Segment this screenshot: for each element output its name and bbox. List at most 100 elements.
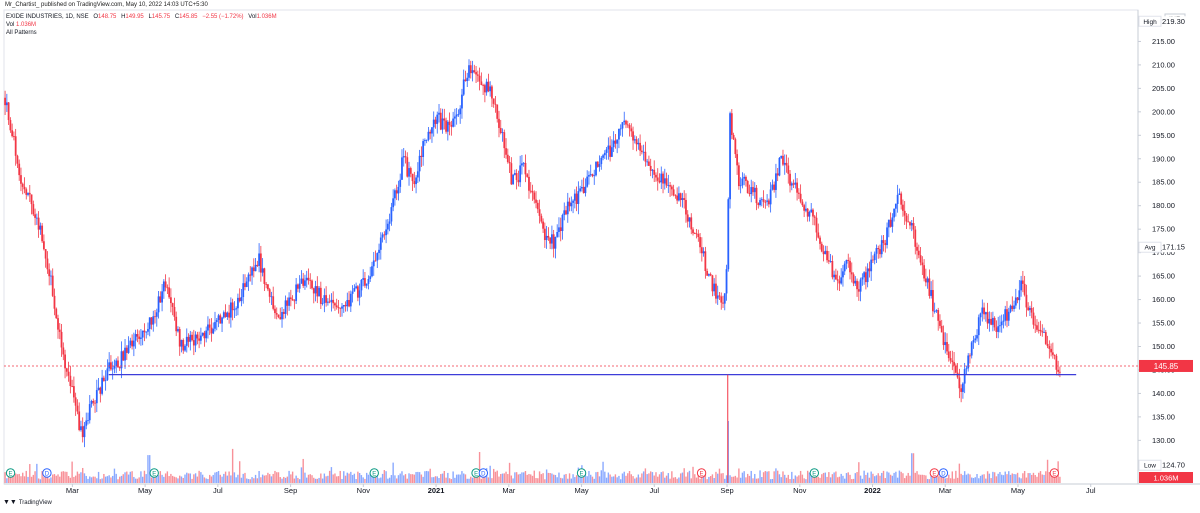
candle-body: [364, 278, 366, 286]
candle-body: [940, 325, 943, 333]
volume-bar: [325, 476, 327, 483]
event-marker-icon: [696, 468, 707, 478]
candle-body: [1025, 294, 1028, 308]
volume-bar: [180, 476, 183, 483]
candle-body: [499, 127, 502, 133]
volume-bar: [443, 470, 446, 483]
volume-bar: [824, 472, 827, 483]
volume-bar: [302, 458, 304, 483]
legend-patterns-row[interactable]: All Patterns: [6, 29, 277, 37]
candle-body: [928, 278, 931, 296]
candle-body: [686, 214, 689, 222]
volume-bar: [323, 473, 326, 483]
candle-body: [129, 340, 132, 346]
volume-bar: [515, 472, 518, 483]
volume-bar: [942, 473, 945, 483]
volume-bar: [141, 476, 144, 483]
price-tick-label: 140.00: [1152, 389, 1175, 398]
volume-bar: [597, 471, 599, 483]
volume-bar: [933, 476, 936, 483]
volume-bar: [784, 474, 786, 483]
candle-body: [224, 312, 227, 317]
candle-body: [309, 280, 312, 282]
volume-bar: [418, 472, 421, 483]
legend-ohlc-o-value: 148.75: [98, 14, 117, 20]
candle-body: [159, 296, 162, 303]
volume-bar: [314, 478, 317, 483]
candle-body: [695, 233, 698, 235]
candle-body: [334, 303, 336, 306]
volume-bar: [156, 475, 158, 483]
candle-body: [415, 177, 417, 185]
candle-body: [503, 132, 506, 149]
candle-body: [355, 286, 358, 289]
volume-bar: [558, 472, 560, 483]
candle-body: [131, 340, 133, 347]
volume-bar: [254, 474, 257, 483]
volume-bar: [221, 476, 223, 483]
volume-bar: [935, 471, 938, 483]
time-scale[interactable]: Mar May Jul Sep Nov 2021 Mar May Jul Sep Nov 2022 Ma…: [66, 484, 1096, 495]
volume-bar: [639, 477, 641, 483]
volume-bar: [533, 470, 535, 483]
volume-bar: [903, 478, 906, 483]
candle-body: [18, 163, 21, 176]
volume-bar: [791, 471, 793, 483]
candle-body: [767, 200, 770, 205]
volume-bar: [420, 474, 423, 483]
candle-body: [932, 290, 934, 312]
candle-body: [794, 182, 797, 185]
legend-volume-row[interactable]: Vol 1.036M: [6, 21, 277, 29]
candle-body: [586, 176, 589, 187]
candle-body: [977, 317, 980, 336]
volume-bar: [778, 474, 781, 483]
volume-bar: [364, 478, 366, 483]
volume-bar: [277, 472, 280, 483]
volume-bar: [480, 478, 483, 483]
candle-body: [545, 235, 548, 241]
volume-bar: [441, 473, 444, 483]
volume-bar: [348, 473, 350, 483]
candle-body: [907, 221, 910, 223]
volume-bar: [43, 476, 45, 483]
volume-bar: [1015, 474, 1017, 483]
candle-body: [267, 284, 269, 290]
volume-bar: [307, 474, 310, 483]
volume-bar: [1038, 472, 1040, 483]
candle-body: [958, 377, 961, 389]
volume-bar: [679, 473, 682, 483]
volume-bar: [265, 475, 267, 483]
volume-bar: [565, 473, 567, 483]
candle-body: [462, 79, 465, 95]
price-tick-label: 200.00: [1152, 107, 1175, 116]
candle-body: [628, 125, 631, 129]
volume-bar: [889, 474, 892, 483]
volume-bar: [854, 473, 857, 483]
candle-body: [111, 368, 114, 370]
candle-body: [201, 332, 204, 336]
volume-bar: [4, 472, 6, 483]
candle-body: [431, 127, 433, 134]
volume-bar: [253, 478, 255, 483]
volume-bar: [634, 478, 636, 483]
event-marker-letter: E: [1052, 472, 1056, 478]
volume-bar: [600, 470, 602, 483]
candle-body: [346, 299, 349, 307]
volume-bar: [941, 471, 943, 483]
volume-bar: [896, 477, 899, 483]
candle-body: [360, 279, 363, 291]
volume-bar: [1001, 474, 1003, 483]
candle-body: [739, 185, 742, 187]
price-tick-label: 155.00: [1152, 319, 1175, 328]
volume-bar: [822, 472, 825, 483]
candle-body: [87, 420, 89, 422]
volume-bar: [741, 472, 744, 483]
legend-symbol[interactable]: EXIDE INDUSTRIES, 1D, NSE: [6, 14, 89, 20]
price-scale[interactable]: INR130.00135.00140.00145.00150.00155.001…: [1138, 13, 1193, 483]
candle-body: [566, 201, 569, 215]
volume-bar: [669, 478, 671, 483]
volume-bar: [198, 470, 200, 483]
candle-body: [999, 325, 1001, 327]
volume-bar: [163, 476, 165, 483]
